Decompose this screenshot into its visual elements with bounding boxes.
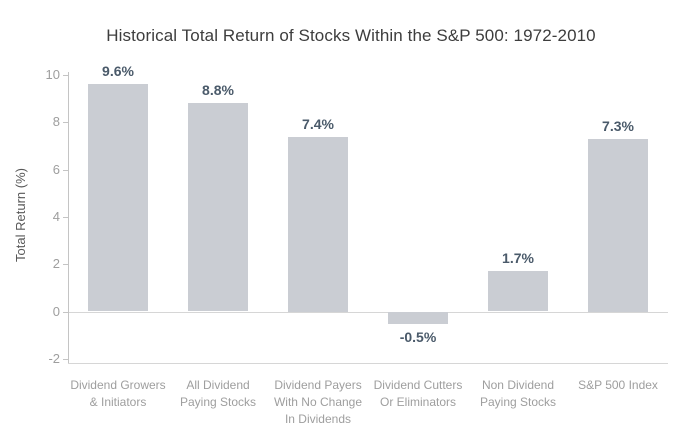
bar-value-label: -0.5% [399, 329, 437, 345]
bar-value-label: 8.8% [202, 82, 234, 98]
bar-value-label: 7.3% [602, 118, 634, 134]
x-category-label: Dividend Growers & Initiators [70, 378, 166, 409]
y-tick [63, 217, 68, 218]
y-tick [63, 359, 68, 360]
bar [88, 84, 148, 311]
bar [288, 137, 348, 312]
y-axis-line [68, 72, 69, 363]
x-category-label: Dividend Payers With No Change In Divide… [273, 378, 363, 426]
chart-title: Historical Total Return of Stocks Within… [106, 26, 596, 45]
x-axis-bottom-line [68, 363, 668, 364]
y-tick [63, 170, 68, 171]
y-tick-label: 4 [52, 209, 60, 224]
bar-value-label: 9.6% [102, 63, 134, 79]
y-tick [63, 122, 68, 123]
bar [188, 103, 248, 311]
bar-value-label: 1.7% [502, 250, 534, 266]
bar [388, 312, 448, 324]
y-tick-label: 10 [45, 67, 60, 82]
y-tick [63, 312, 68, 313]
bar [488, 271, 548, 311]
y-tick-label: 6 [52, 162, 60, 177]
x-category-label: Dividend Cutters Or Eliminators [373, 378, 463, 409]
x-category-label: Non Dividend Paying Stocks [479, 378, 557, 409]
y-tick-label: 2 [52, 256, 60, 271]
bar [588, 139, 648, 312]
bar-value-label: 7.4% [302, 116, 334, 132]
y-tick [63, 264, 68, 265]
x-category-label: All Dividend Paying Stocks [179, 378, 257, 409]
y-tick [63, 75, 68, 76]
x-category-label: S&P 500 Index [578, 378, 658, 392]
y-tick-label: -2 [48, 351, 60, 366]
zero-line [68, 312, 668, 313]
y-tick-label: 8 [52, 114, 60, 129]
y-tick-label: 0 [52, 304, 60, 319]
